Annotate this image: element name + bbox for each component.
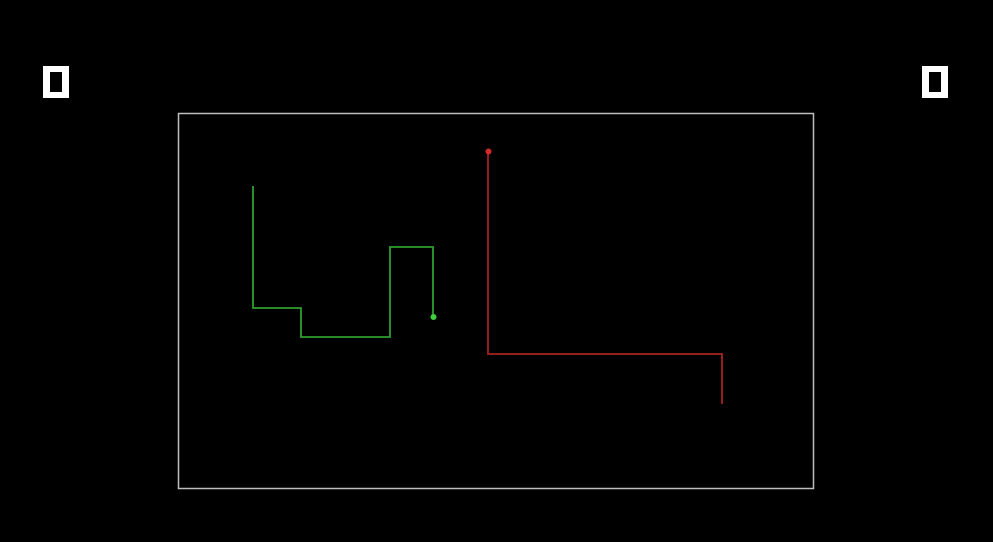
right-score-digit-glyph <box>922 66 948 98</box>
green-player-trail <box>252 186 434 338</box>
right-player-score: 0 <box>922 66 948 98</box>
green-player-head <box>430 314 437 320</box>
left-score-digit-glyph <box>43 66 69 98</box>
red-player-trail <box>487 151 723 404</box>
red-player-head <box>485 148 492 155</box>
arena-border <box>177 112 815 490</box>
left-player-score: 0 <box>43 66 69 98</box>
